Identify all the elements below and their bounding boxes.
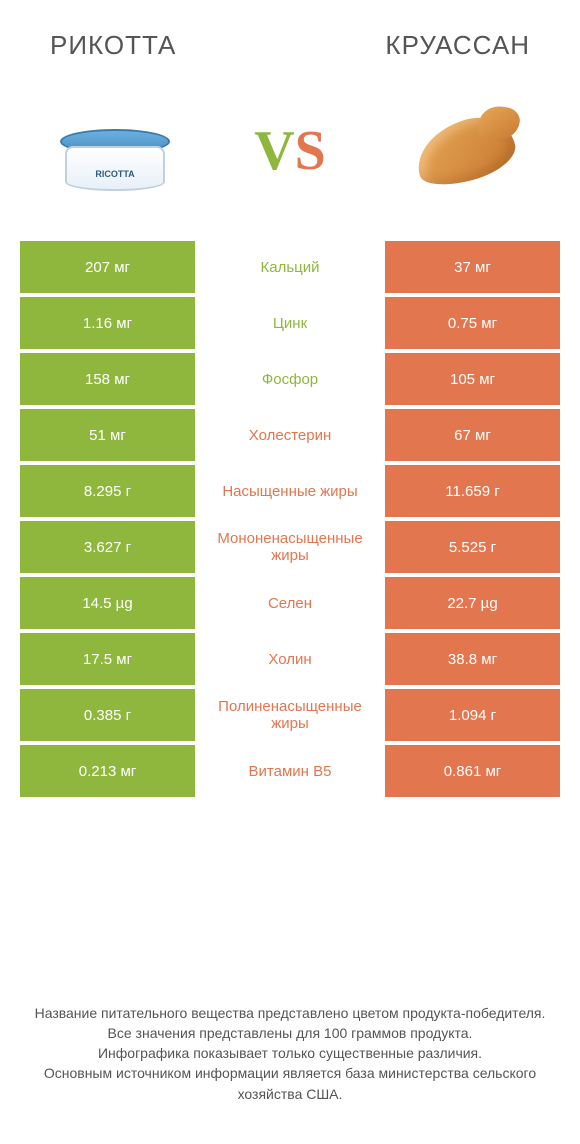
left-value-cell: 8.295 г <box>20 465 195 517</box>
vs-s-letter: S <box>295 120 326 182</box>
left-value-cell: 17.5 мг <box>20 633 195 685</box>
nutrient-label: Холин <box>195 633 385 685</box>
right-product-title: КРУАССАН <box>385 30 530 61</box>
nutrient-label: Селен <box>195 577 385 629</box>
nutrient-label: Кальций <box>195 241 385 293</box>
footer-line: Все значения представлены для 100 граммо… <box>30 1023 550 1043</box>
comparison-row: 207 мгКальций37 мг <box>20 241 560 293</box>
left-value-cell: 3.627 г <box>20 521 195 573</box>
header: РИКОТТА КРУАССАН <box>0 0 580 71</box>
right-value-cell: 105 мг <box>385 353 560 405</box>
left-product-image: RICOTTA <box>40 91 190 211</box>
left-value-cell: 1.16 мг <box>20 297 195 349</box>
comparison-row: 8.295 гНасыщенные жиры11.659 г <box>20 465 560 517</box>
nutrient-label: Насыщенные жиры <box>195 465 385 517</box>
right-value-cell: 67 мг <box>385 409 560 461</box>
footer-line: Инфографика показывает только существенн… <box>30 1043 550 1063</box>
footer-note: Название питательного вещества представл… <box>0 1003 580 1104</box>
right-product-image <box>390 91 540 211</box>
left-product-title: РИКОТТА <box>50 30 176 61</box>
left-value-cell: 207 мг <box>20 241 195 293</box>
comparison-row: 17.5 мгХолин38.8 мг <box>20 633 560 685</box>
right-value-cell: 37 мг <box>385 241 560 293</box>
comparison-row: 0.213 мгВитамин B50.861 мг <box>20 745 560 797</box>
comparison-table: 207 мгКальций37 мг1.16 мгЦинк0.75 мг158 … <box>0 241 580 797</box>
croissant-icon <box>405 106 525 196</box>
left-value-cell: 0.385 г <box>20 689 195 741</box>
ricotta-icon: RICOTTA <box>55 111 175 191</box>
right-value-cell: 38.8 мг <box>385 633 560 685</box>
footer-line: Название питательного вещества представл… <box>30 1003 550 1023</box>
comparison-row: 51 мгХолестерин67 мг <box>20 409 560 461</box>
images-row: RICOTTA VS <box>0 71 580 241</box>
comparison-row: 3.627 гМононенасыщенные жиры5.525 г <box>20 521 560 573</box>
comparison-row: 14.5 µgСелен22.7 µg <box>20 577 560 629</box>
vs-badge: VS <box>254 119 326 183</box>
comparison-row: 158 мгФосфор105 мг <box>20 353 560 405</box>
right-value-cell: 11.659 г <box>385 465 560 517</box>
right-value-cell: 0.75 мг <box>385 297 560 349</box>
nutrient-label: Мононенасыщенные жиры <box>195 521 385 573</box>
nutrient-label: Фосфор <box>195 353 385 405</box>
left-value-cell: 158 мг <box>20 353 195 405</box>
right-value-cell: 1.094 г <box>385 689 560 741</box>
right-value-cell: 22.7 µg <box>385 577 560 629</box>
nutrient-label: Полиненасыщенные жиры <box>195 689 385 741</box>
right-value-cell: 5.525 г <box>385 521 560 573</box>
vs-v-letter: V <box>254 120 294 182</box>
comparison-row: 1.16 мгЦинк0.75 мг <box>20 297 560 349</box>
left-value-cell: 51 мг <box>20 409 195 461</box>
nutrient-label: Цинк <box>195 297 385 349</box>
left-value-cell: 0.213 мг <box>20 745 195 797</box>
nutrient-label: Холестерин <box>195 409 385 461</box>
footer-line: Основным источником информации является … <box>30 1063 550 1104</box>
right-value-cell: 0.861 мг <box>385 745 560 797</box>
nutrient-label: Витамин B5 <box>195 745 385 797</box>
comparison-row: 0.385 гПолиненасыщенные жиры1.094 г <box>20 689 560 741</box>
left-value-cell: 14.5 µg <box>20 577 195 629</box>
